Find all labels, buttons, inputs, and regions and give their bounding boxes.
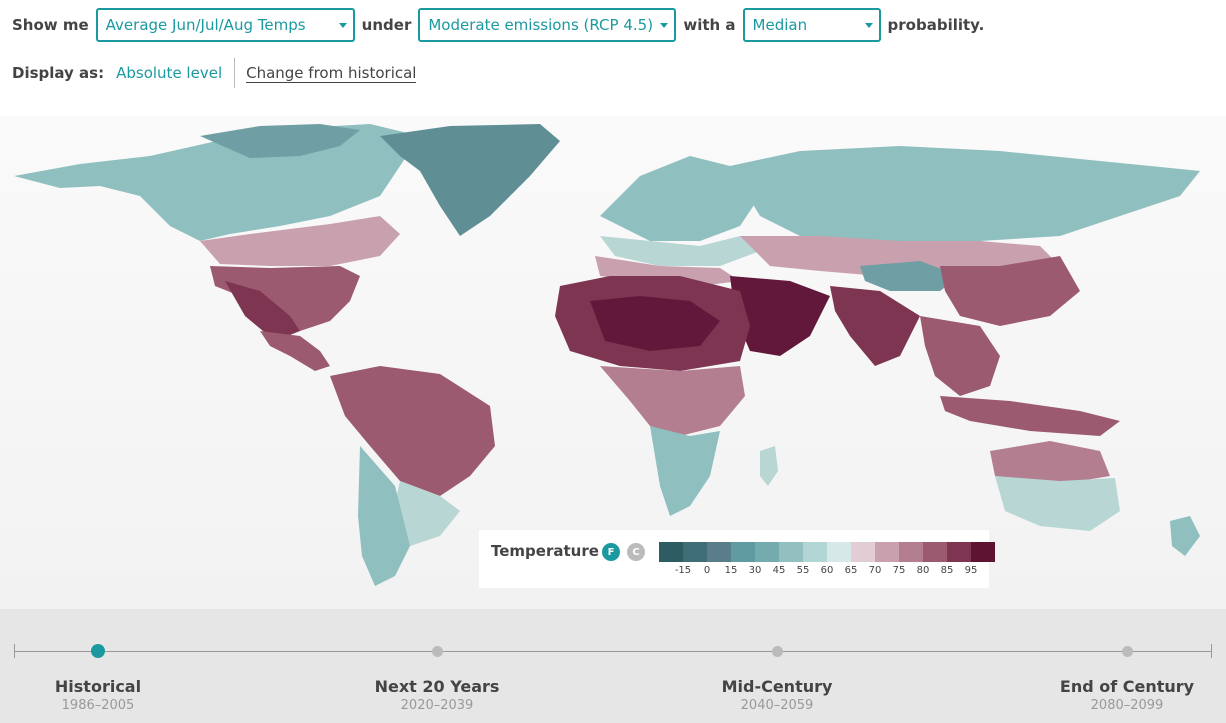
map-region-south-america-mid <box>390 481 460 546</box>
world-temperature-map[interactable] <box>0 116 1226 609</box>
controls-panel: Show me Average Jun/Jul/Aug Temps under … <box>0 0 1226 116</box>
timeline-stop[interactable] <box>91 644 105 658</box>
chevron-down-icon <box>338 23 347 28</box>
timeline-end-cap <box>1211 644 1212 658</box>
map-region-north-america-hot <box>225 281 300 341</box>
map-region-siberia <box>730 146 1200 241</box>
legend-tick-label: 85 <box>940 565 954 576</box>
probability-label: probability. <box>887 16 985 34</box>
legend-swatches <box>659 542 995 562</box>
display-as-label: Display as: <box>12 64 105 82</box>
timeline-stop[interactable] <box>431 646 443 657</box>
with-a-label: with a <box>683 16 736 34</box>
legend-ticks: -15 0 15 30 45 55 60 65 70 75 80 85 95 <box>659 565 979 579</box>
timeline-period-label[interactable]: Mid-Century <box>721 677 833 696</box>
map-region-tibet <box>860 261 960 291</box>
legend-swatch <box>899 542 923 562</box>
probability-select-value: Median <box>752 16 808 34</box>
legend-swatch <box>947 542 971 562</box>
timeline-track <box>14 651 1212 652</box>
legend-swatch <box>731 542 755 562</box>
legend-swatch <box>659 542 683 562</box>
map-region-australia-south <box>995 476 1120 531</box>
map-region-south-america-north <box>330 366 495 496</box>
legend-swatch <box>923 542 947 562</box>
legend-tick-label: 60 <box>820 565 834 576</box>
legend-tick-label: 65 <box>844 565 858 576</box>
timeline-period-years: 2080–2099 <box>1090 698 1164 713</box>
variable-select[interactable]: Average Jun/Jul/Aug Temps <box>95 8 355 42</box>
legend-swatch <box>827 542 851 562</box>
legend-swatch <box>803 542 827 562</box>
map-region-north-america-north <box>14 124 420 241</box>
map-region-europe-mid <box>600 236 760 266</box>
timeline-period-label[interactable]: End of Century <box>1059 677 1195 696</box>
absolute-level-option[interactable]: Absolute level <box>116 64 223 82</box>
map-region-sahara-core <box>590 296 720 351</box>
map-region-north-america-temperate <box>200 216 400 266</box>
time-period-slider[interactable]: Historical 1986–2005 Next 20 Years 2020–203… <box>0 609 1226 723</box>
legend-swatch <box>683 542 707 562</box>
map-region-central-america <box>260 331 330 371</box>
legend-tick-label: 95 <box>964 565 978 576</box>
celsius-toggle[interactable]: C <box>627 543 645 561</box>
map-region-indonesia <box>940 396 1120 436</box>
map-region-greenland <box>380 124 560 236</box>
map-region-north-america-south <box>210 266 360 331</box>
map-region-south-america-south <box>358 446 410 586</box>
map-region-australia-north <box>990 441 1110 481</box>
map-region-south-asia <box>830 286 920 366</box>
map-region-southern-africa <box>650 426 720 516</box>
timeline-period-label[interactable]: Next 20 Years <box>374 677 500 696</box>
probability-select[interactable]: Median <box>742 8 881 42</box>
legend-tick-label: 80 <box>916 565 930 576</box>
legend-tick-label: 0 <box>703 565 711 576</box>
variable-select-value: Average Jun/Jul/Aug Temps <box>105 16 306 34</box>
map-region-middle-east <box>730 276 830 356</box>
timeline-start-cap <box>14 644 15 658</box>
timeline-stop[interactable] <box>1121 646 1133 657</box>
fahrenheit-toggle[interactable]: F <box>602 543 620 561</box>
legend-title: Temperature <box>491 542 599 560</box>
legend-swatch <box>875 542 899 562</box>
legend-tick-label: 15 <box>724 565 738 576</box>
timeline-stop[interactable] <box>771 646 783 657</box>
legend-swatch <box>755 542 779 562</box>
show-me-label: Show me <box>12 16 89 34</box>
legend-tick-label: 55 <box>796 565 810 576</box>
legend-swatch <box>851 542 875 562</box>
scenario-select[interactable]: Moderate emissions (RCP 4.5) <box>418 8 677 42</box>
map-region-new-zealand <box>1170 516 1200 556</box>
query-sentence: Show me Average Jun/Jul/Aug Temps under … <box>12 8 984 42</box>
map-region-sub-saharan <box>600 366 745 436</box>
timeline-period-years: 1986–2005 <box>61 698 135 713</box>
legend-tick-label: 30 <box>748 565 762 576</box>
timeline-period-years: 2020–2039 <box>400 698 474 713</box>
chevron-down-icon <box>864 23 873 28</box>
map-svg <box>14 124 1200 586</box>
under-label: under <box>361 16 412 34</box>
map-region-east-asia <box>940 256 1080 326</box>
toggle-divider <box>234 58 236 88</box>
map-region-madagascar <box>760 446 778 486</box>
legend-swatch <box>707 542 731 562</box>
map-region-southeast-asia <box>920 316 1000 396</box>
legend-tick-label: 70 <box>868 565 882 576</box>
legend-tick-label: -15 <box>674 565 692 576</box>
timeline-period-label[interactable]: Historical <box>54 677 142 696</box>
change-from-historical-option[interactable]: Change from historical <box>246 63 417 83</box>
legend-tick-label: 75 <box>892 565 906 576</box>
legend-swatch <box>779 542 803 562</box>
temperature-legend: Temperature F C -15 0 15 30 45 55 60 65 70 75 80 85… <box>479 530 995 588</box>
timeline-period-years: 2040–2059 <box>740 698 814 713</box>
map-region-europe-north <box>600 156 760 241</box>
legend-tick-label: 45 <box>772 565 786 576</box>
display-toggle: Display as: Absolute level Change from h… <box>12 58 417 88</box>
scenario-select-value: Moderate emissions (RCP 4.5) <box>428 16 654 34</box>
chevron-down-icon <box>660 23 669 28</box>
legend-swatch <box>971 542 995 562</box>
map-region-canada-arctic <box>200 124 360 158</box>
